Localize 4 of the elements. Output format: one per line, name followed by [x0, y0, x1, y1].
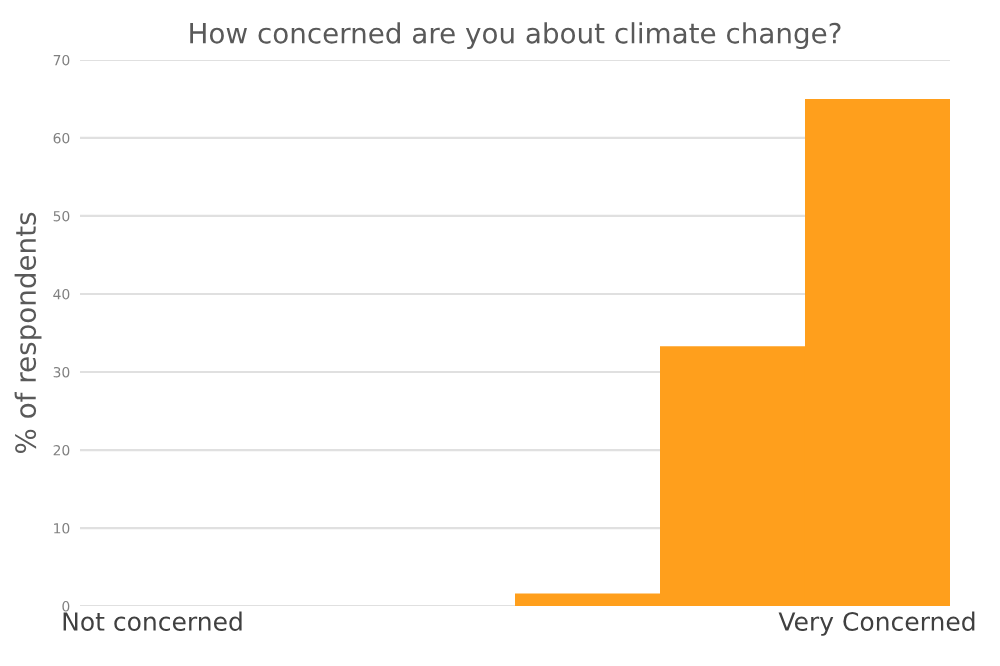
- y-axis-title: % of respondents: [14, 212, 42, 454]
- chart-title: How concerned are you about climate change?: [190, 22, 841, 50]
- x-tick-label: Not concerned: [63, 611, 242, 631]
- x-tick-label: Very Concerned: [778, 611, 975, 636]
